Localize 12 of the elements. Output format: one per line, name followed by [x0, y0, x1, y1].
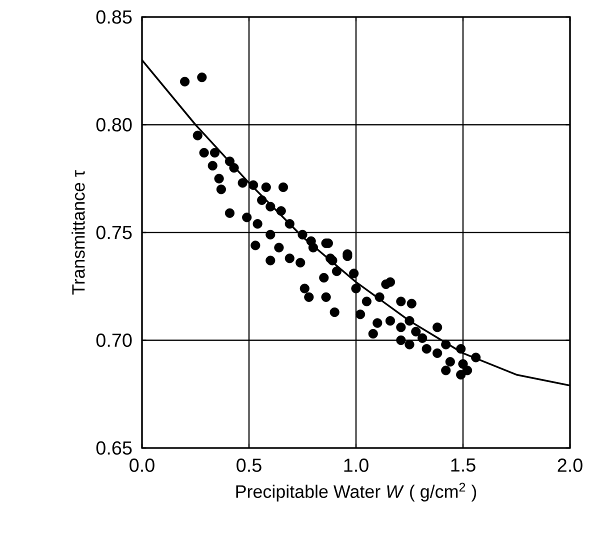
x-tick-label: 1.5	[451, 458, 476, 472]
y-tick-label: 0.80	[96, 118, 132, 132]
y-axis-title: Transmittance τ	[72, 170, 85, 295]
x-tick-label: 1.0	[344, 458, 368, 472]
y-tick-label: 0.75	[96, 226, 132, 240]
x-tick-label: 0.5	[236, 458, 262, 472]
y-tick-label: 0.85	[96, 10, 132, 24]
x-tick-label: 2.0	[558, 458, 582, 472]
x-axis-title: Precipitable Water W ( g/cm$^{2}$ )	[236, 482, 476, 502]
y-tick-label: 0.70	[96, 334, 132, 347]
y-tick-label: 0.65	[96, 441, 132, 455]
x-tick-label: 0.0	[130, 458, 154, 472]
